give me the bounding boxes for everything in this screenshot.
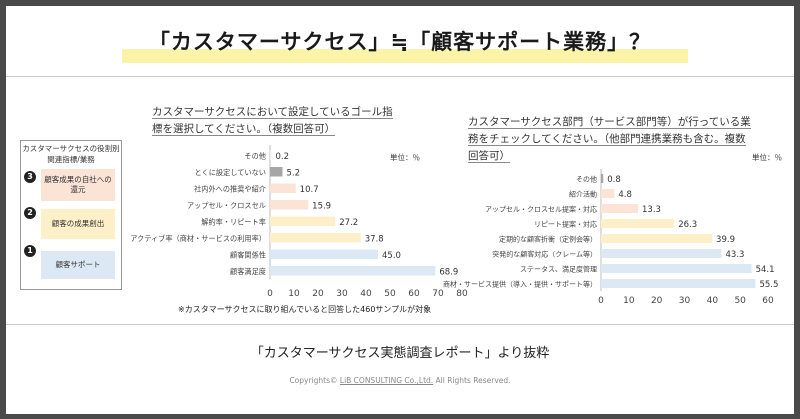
copyright-suffix: All Rights Reserved. bbox=[433, 376, 511, 385]
right-tick-label: 60 bbox=[762, 296, 774, 306]
left-chart-note: ※カスタマーサクセスに取り組んでいると回答した460サンプルが対象 bbox=[178, 305, 432, 314]
legend-number-2: 2 bbox=[24, 207, 36, 219]
right-bar bbox=[601, 264, 752, 273]
right-value-label: 26.3 bbox=[678, 220, 697, 230]
right-category-label: 商材・サービス提供（導入・提供・サポート等） bbox=[443, 280, 597, 289]
right-tick-label: 10 bbox=[623, 296, 635, 306]
left-bar bbox=[270, 249, 378, 259]
left-bar bbox=[270, 216, 336, 226]
left-tick-label: 80 bbox=[456, 289, 468, 299]
left-bar bbox=[270, 183, 296, 193]
left-bar bbox=[270, 266, 436, 276]
left-value-label: 68.9 bbox=[439, 267, 458, 277]
left-tick-label: 20 bbox=[312, 289, 324, 299]
right-heading-line-3: 回答可） bbox=[468, 150, 510, 163]
left-bar bbox=[270, 233, 361, 243]
right-value-label: 55.5 bbox=[759, 280, 778, 290]
left-category-label: アップセル・クロスセル bbox=[187, 201, 266, 210]
left-category-label: 社内外への推奨や紹介 bbox=[194, 184, 267, 193]
right-bar bbox=[601, 234, 713, 243]
left-value-label: 15.9 bbox=[312, 201, 331, 211]
left-tick-label: 40 bbox=[360, 289, 372, 299]
left-unit-label: 単位：％ bbox=[390, 153, 420, 162]
right-value-label: 39.9 bbox=[716, 235, 735, 245]
left-tick-label: 0 bbox=[267, 289, 273, 299]
left-tick-label: 10 bbox=[288, 289, 300, 299]
left-bar bbox=[270, 200, 309, 210]
right-category-label: ステータス、満足度管理 bbox=[520, 265, 597, 274]
right-bar bbox=[601, 204, 639, 213]
left-value-label: 45.0 bbox=[382, 251, 401, 261]
left-value-label: 37.8 bbox=[365, 234, 384, 244]
left-tick-label: 60 bbox=[408, 289, 420, 299]
bottom-divider bbox=[6, 324, 794, 325]
right-bar bbox=[601, 219, 675, 228]
right-tick-label: 30 bbox=[679, 296, 691, 306]
source-citation: 「カスタマーサクセス実態調査レポート」より抜粋 bbox=[250, 346, 550, 361]
right-tick-label: 0 bbox=[598, 296, 604, 306]
legend-box: カスタマーサクセスの役割別関連指標/業務 3 顧客成果の自社への還元 2 顧客の… bbox=[20, 140, 122, 290]
left-bar bbox=[270, 150, 272, 160]
left-tick-label: 50 bbox=[384, 289, 396, 299]
left-category-label: その他 bbox=[244, 151, 266, 160]
left-value-label: 5.2 bbox=[286, 168, 300, 178]
right-heading-line-1: カスタマーサクセス部門（サービス部門等）が行っている業 bbox=[468, 116, 751, 129]
right-category-label: 定期的な顧客折衝（定例会等） bbox=[499, 235, 597, 244]
right-bar-chart: その他 0.8 紹介活動 4.8 アップセル・クロスセル提案・対応 13.3 リピート提案・… bbox=[443, 169, 778, 306]
right-value-label: 43.3 bbox=[726, 250, 745, 260]
title-divider bbox=[6, 76, 794, 77]
right-bar bbox=[601, 249, 722, 258]
left-bar-chart: その他 0.2 とくに設定していない 5.2 社内外への推奨や紹介 10.7 アップセル・ク… bbox=[130, 145, 468, 299]
right-heading-line-2: 務をチェックしてください。（他部門連携業務も含む。複数 bbox=[468, 133, 746, 146]
legend-item-support: 顧客サポート bbox=[41, 251, 115, 279]
legend-item-return: 顧客成果の自社への還元 bbox=[41, 169, 115, 201]
right-chart-heading: カスタマーサクセス部門（サービス部門等）が行っている業 務をチェックしてください… bbox=[468, 114, 751, 165]
legend-number-1: 1 bbox=[24, 245, 36, 257]
left-tick-label: 30 bbox=[336, 289, 348, 299]
right-value-label: 13.3 bbox=[642, 205, 661, 215]
copyright: Copyrights© LiB CONSULTING Co.,Ltd. All … bbox=[6, 376, 794, 385]
right-value-label: 0.8 bbox=[607, 175, 621, 185]
left-heading-line-2: 標を選択してください。（複数回答可） bbox=[152, 123, 336, 136]
left-category-label: 顧客満足度 bbox=[230, 267, 266, 276]
title-highlight bbox=[122, 49, 688, 63]
right-tick-label: 20 bbox=[651, 296, 663, 306]
legend-number-3: 3 bbox=[24, 171, 36, 183]
left-tick-label: 70 bbox=[432, 289, 444, 299]
right-tick-label: 40 bbox=[707, 296, 719, 306]
copyright-brand: LiB CONSULTING Co.,Ltd. bbox=[339, 376, 434, 385]
right-bar bbox=[601, 174, 604, 183]
left-chart-heading: カスタマーサクセスにおいて設定しているゴール指 標を選択してください。（複数回答… bbox=[152, 104, 393, 138]
left-category-label: 解約率・リピート率 bbox=[201, 217, 266, 226]
left-category-label: アクティブ率（商材・サービスの利用率） bbox=[130, 234, 266, 243]
legend-item-outcome: 顧客の成果創出 bbox=[41, 209, 115, 239]
right-tick-label: 50 bbox=[734, 296, 746, 306]
left-bar bbox=[270, 167, 283, 177]
left-value-label: 10.7 bbox=[300, 185, 319, 195]
right-category-label: 紹介活動 bbox=[569, 190, 597, 199]
page-title: 「カスタマーサクセス」≒「顧客サポート業務」？ bbox=[148, 30, 652, 54]
slide: 「カスタマーサクセス」≒「顧客サポート業務」？ カスタマーサクセスの役割別関連指… bbox=[6, 6, 794, 414]
legend-title: カスタマーサクセスの役割別関連指標/業務 bbox=[22, 144, 120, 164]
left-heading-line-1: カスタマーサクセスにおいて設定しているゴール指 bbox=[152, 106, 393, 119]
right-bar bbox=[601, 189, 615, 198]
left-value-label: 27.2 bbox=[339, 218, 358, 228]
left-value-label: 0.2 bbox=[276, 152, 290, 162]
right-bar bbox=[601, 279, 756, 288]
right-category-label: その他 bbox=[576, 175, 597, 184]
right-category-label: 突発的な顧客対応（クレーム等） bbox=[492, 250, 597, 259]
right-category-label: リピート提案・対応 bbox=[534, 220, 597, 229]
right-unit-label: 単位：％ bbox=[752, 153, 782, 162]
right-value-label: 54.1 bbox=[756, 265, 775, 275]
copyright-prefix: Copyrights© bbox=[289, 376, 340, 385]
left-category-label: 顧客関係性 bbox=[230, 250, 266, 259]
left-category-label: とくに設定していない bbox=[195, 168, 266, 177]
right-category-label: アップセル・クロスセル提案・対応 bbox=[485, 205, 597, 214]
right-value-label: 4.8 bbox=[618, 190, 632, 200]
